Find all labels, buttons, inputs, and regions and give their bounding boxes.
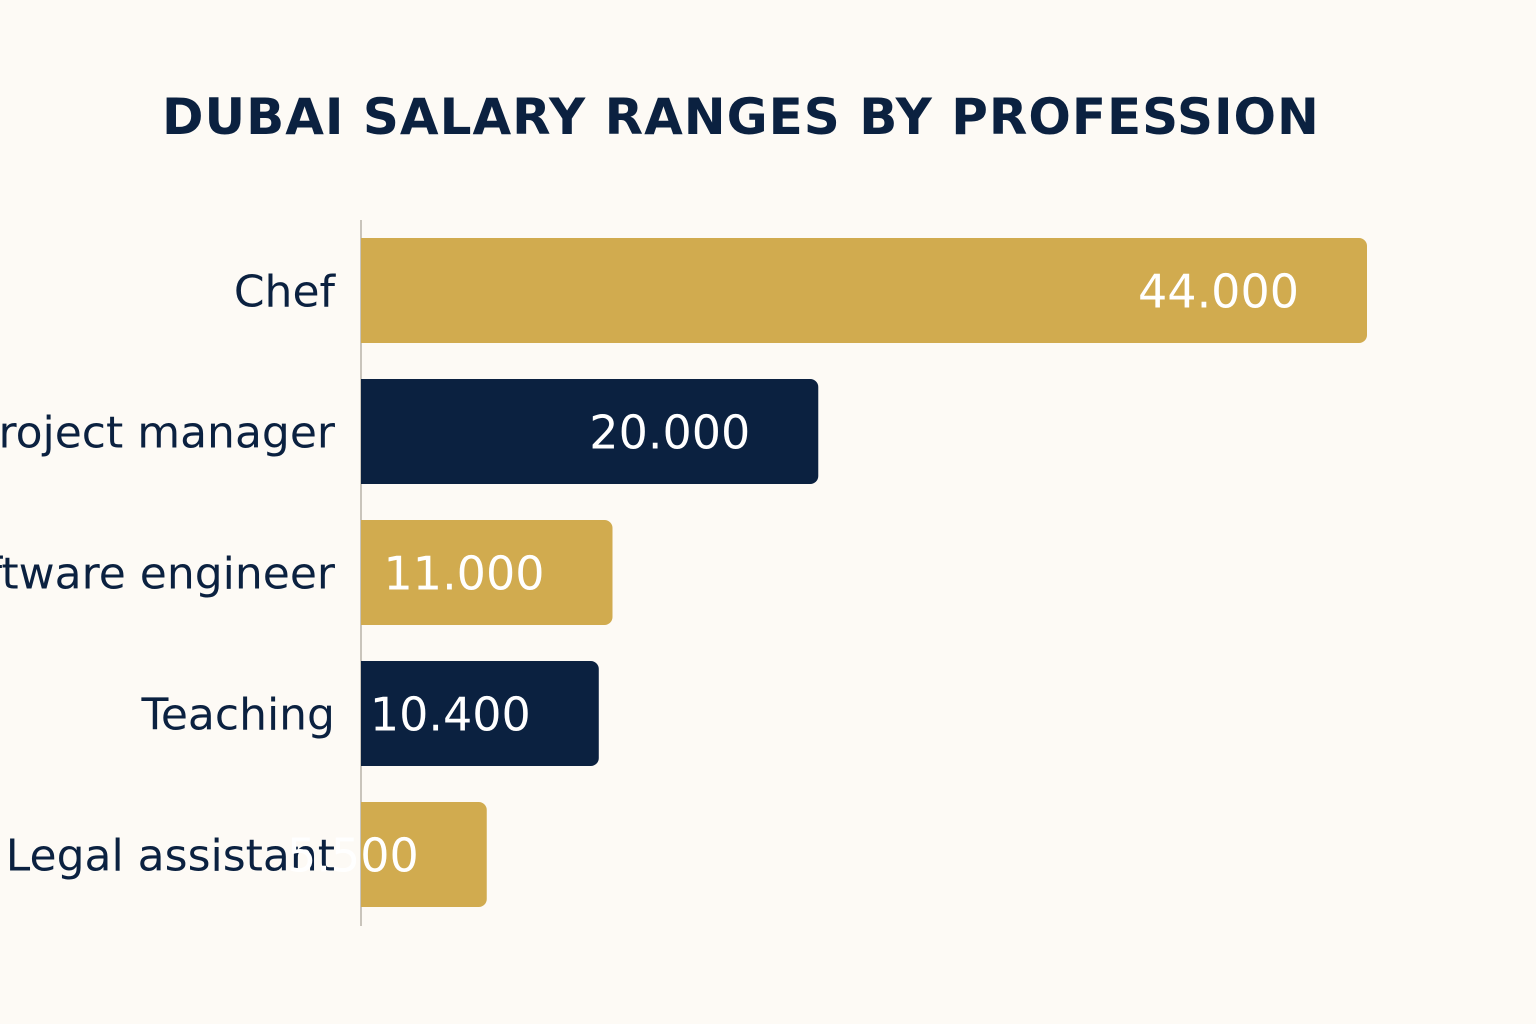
bar-chef (361, 238, 1367, 343)
bar-edge-software-engineer (361, 520, 373, 625)
bars-group: Chef 44.000 Project manager 20.000 Software … (0, 238, 1367, 907)
value-label-legal-assistant: 5.500 (287, 829, 419, 883)
category-label-project-manager: Project manager (0, 408, 336, 459)
bar-teaching (361, 661, 599, 766)
value-label-software-engineer: 11.000 (384, 547, 545, 601)
value-label-teaching: 10.400 (370, 688, 531, 742)
chart-title: DUBAI SALARY RANGES BY PROFESSION (162, 88, 1320, 146)
bar-legal-assistant (361, 802, 487, 907)
bar-edge-teaching (361, 661, 373, 766)
bar-edge-chef (361, 238, 373, 343)
bar-project-manager (361, 379, 819, 484)
category-label-software-engineer: Software engineer (0, 549, 336, 600)
category-label-teaching: Teaching (140, 690, 335, 741)
category-label-chef: Chef (234, 267, 337, 318)
value-label-chef: 44.000 (1138, 265, 1299, 319)
bar-edge-legal-assistant (361, 802, 373, 907)
category-label-legal-assistant: Legal assistant (6, 831, 335, 882)
bar-software-engineer (361, 520, 613, 625)
value-label-project-manager: 20.000 (589, 406, 750, 460)
bar-edge-project-manager (361, 379, 373, 484)
